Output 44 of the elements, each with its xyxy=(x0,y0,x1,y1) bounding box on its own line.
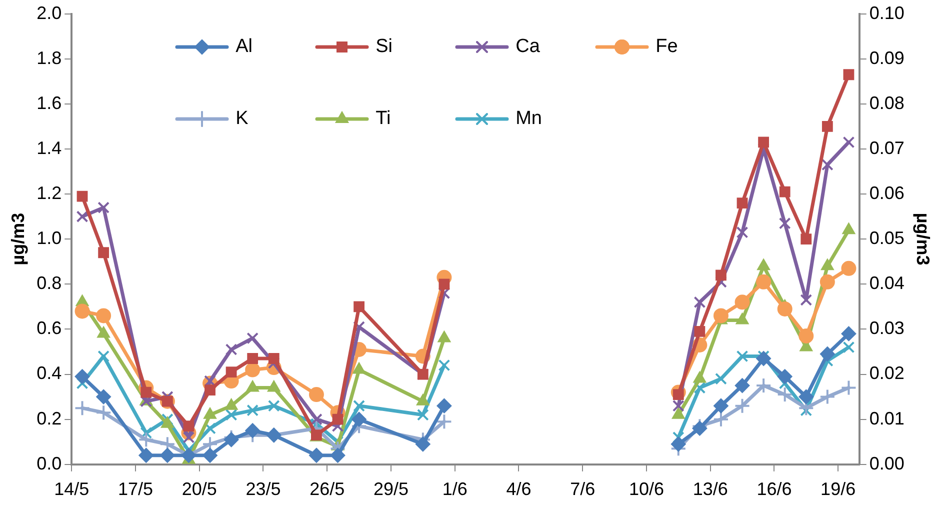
legend-label: K xyxy=(236,108,248,130)
y2-tick-label: 0.01 xyxy=(869,408,904,428)
y2-tick-label: 0.04 xyxy=(869,273,904,294)
x-tick-label: 16/6 xyxy=(756,479,792,500)
x-tick-label: 29/5 xyxy=(373,479,408,500)
x-tick-label: 7/6 xyxy=(570,479,596,500)
x-tick-label: 20/5 xyxy=(182,479,217,500)
y2-tick-label: 0.08 xyxy=(869,92,904,113)
y-tick-label: 1.8 xyxy=(36,48,62,68)
x-tick-label: 26/5 xyxy=(310,479,345,500)
x-tick-label: 14/5 xyxy=(54,479,90,500)
y-tick-label: 1.0 xyxy=(36,228,62,248)
legend-label: Mn xyxy=(516,108,542,130)
legend-label: Ca xyxy=(516,36,540,58)
y-tick-label: 1.4 xyxy=(36,138,62,158)
y2-tick-label: 0.07 xyxy=(869,138,904,158)
y-tick-label: 0.2 xyxy=(36,408,62,428)
y-tick-label: 2.0 xyxy=(36,2,62,23)
x-tick-label: 19/6 xyxy=(820,479,856,500)
x-tick-label: 4/6 xyxy=(506,479,532,500)
y-tick-label: 1.6 xyxy=(36,92,62,113)
y2-tick-label: 0.00 xyxy=(869,453,904,474)
y-tick-label: 0.6 xyxy=(36,318,62,338)
legend-label: Ti xyxy=(376,108,391,130)
y2-axis-title: µg/m3 xyxy=(913,212,934,266)
y-tick-label: 1.2 xyxy=(36,183,62,204)
y-tick-label: 0.0 xyxy=(36,453,62,474)
y2-tick-label: 0.05 xyxy=(869,228,904,248)
x-tick-label: 1/6 xyxy=(442,479,468,500)
legend-label: Al xyxy=(236,36,253,58)
y-tick-label: 0.8 xyxy=(36,273,62,294)
x-tick-label: 13/6 xyxy=(692,479,728,500)
y-tick-label: 0.4 xyxy=(36,363,62,384)
x-tick-label: 23/5 xyxy=(246,479,281,500)
y2-tick-label: 0.06 xyxy=(869,183,904,204)
x-tick-label: 10/6 xyxy=(628,479,664,500)
y2-tick-label: 0.10 xyxy=(869,2,904,23)
x-tick-label: 17/5 xyxy=(118,479,154,500)
legend-label: Fe xyxy=(656,36,678,58)
y2-tick-label: 0.02 xyxy=(869,363,904,384)
y2-tick-label: 0.03 xyxy=(869,318,904,338)
y-axis-title: µg/m3 xyxy=(8,212,28,266)
y2-tick-label: 0.09 xyxy=(869,48,904,68)
legend-label: Si xyxy=(376,36,393,58)
